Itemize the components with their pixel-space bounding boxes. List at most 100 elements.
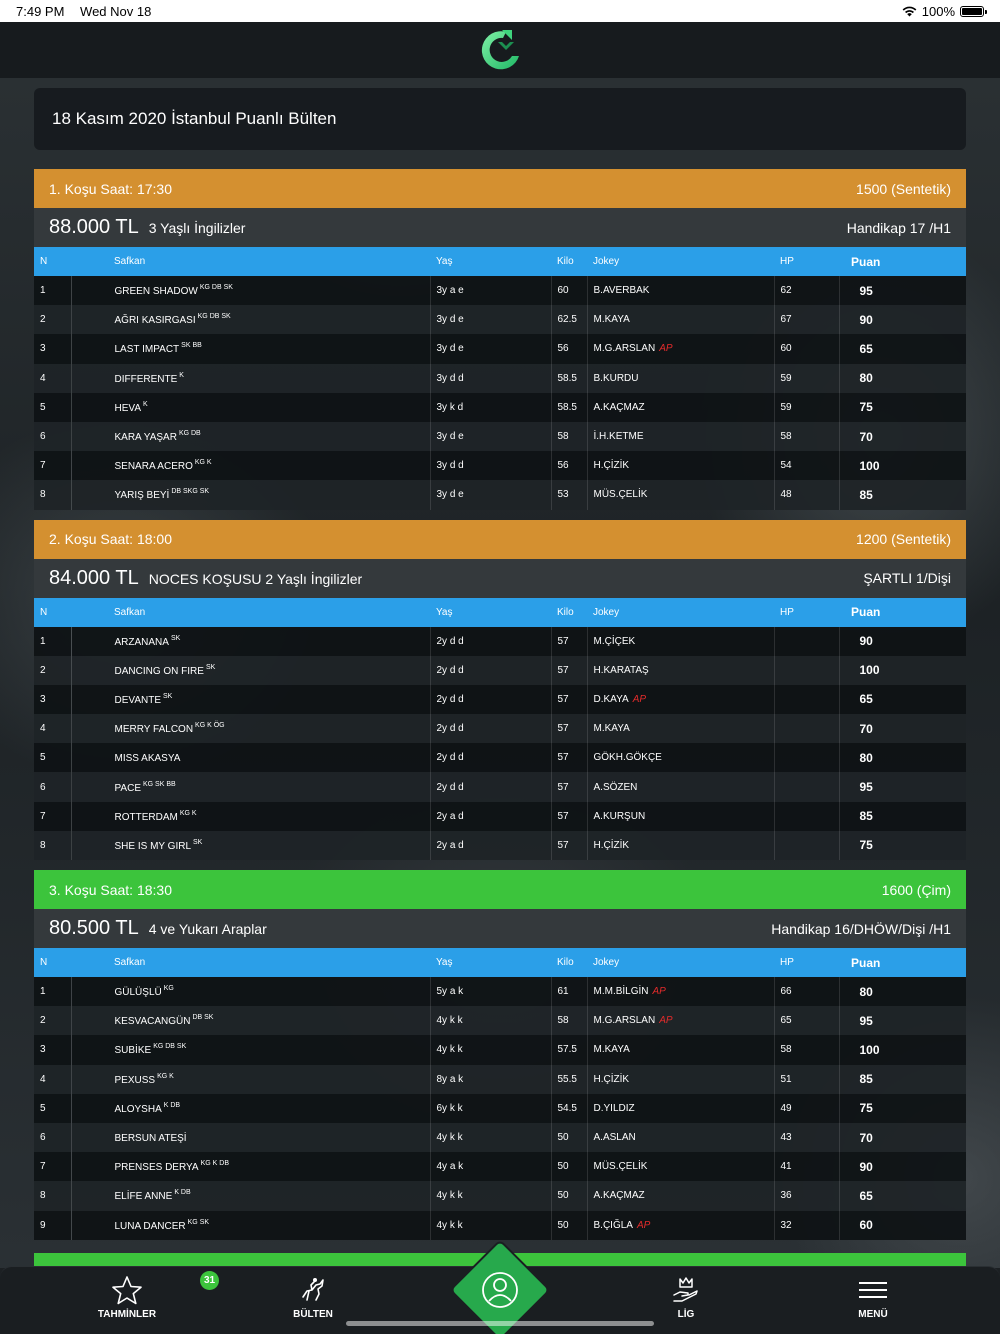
star-icon <box>112 1276 142 1305</box>
cell-horse[interactable]: AĞRI KASIRGASI KG DB SK <box>71 305 431 335</box>
cell-horse[interactable]: GREEN SHADOW KG DB SK <box>71 276 431 306</box>
tab-predictions-label: TAHMİNLER <box>97 1309 157 1320</box>
cell-n: 2 <box>34 655 72 685</box>
cell-jockey: B.ÇIĞLA AP <box>587 1210 775 1240</box>
race-header[interactable]: 2. Koşu Saat: 18:00 1200 (Sentetik) <box>34 519 966 559</box>
table-row[interactable]: 2 AĞRI KASIRGASI KG DB SK 3y d e 62.5 M.KAYA 6… <box>34 305 966 335</box>
table-row[interactable]: 8 SHE IS MY GIRL SK 2y a d 57 H.ÇİZİK 75 <box>34 830 966 860</box>
cell-horse[interactable]: LAST IMPACT SK BB <box>71 334 431 364</box>
table-row[interactable]: 1 ARZANANA SK 2y d d 57 M.ÇİÇEK 90 <box>34 626 966 656</box>
cell-horse[interactable]: YARIŞ BEYİ DB SKG SK <box>71 480 431 510</box>
table-row[interactable]: 6 KARA YAŞAR KG DB 3y d e 58 İ.H.KETME 58 70 <box>34 421 966 452</box>
table-row[interactable]: 6 BERSUN ATEŞİ 4y k k 50 A.ASLAN 43 70 <box>34 1122 966 1153</box>
table-row[interactable]: 2 DANCING ON FIRE SK 2y d d 57 H.KARATAŞ 100 <box>34 655 966 685</box>
cell-horse[interactable]: MERRY FALCON KG K ÖG <box>71 714 431 744</box>
table-row[interactable]: 4 DIFFERENTE K 3y d d 58.5 B.KURDU 59 80 <box>34 363 966 393</box>
table-row[interactable]: 4 PEXUSS KG K 8y a k 55.5 H.ÇİZİK 51 85 <box>34 1064 966 1094</box>
horse-name: DANCING ON FIRE <box>114 665 204 677</box>
cell-jockey: MÜS.ÇELİK <box>587 480 775 510</box>
cell-hp: 41 <box>774 1152 840 1182</box>
main-content: 18 Kasım 2020 İstanbul Puanlı Bülten 1. … <box>34 88 966 1250</box>
table-row[interactable]: 3 DEVANTE SK 2y d d 57 D.KAYA AP 65 <box>34 684 966 715</box>
horse-tags: KG K <box>179 809 197 817</box>
cell-n: 4 <box>34 714 72 744</box>
table-row[interactable]: 3 SUBİKE KG DB SK 4y k k 57.5 M.KAYA 58 100 <box>34 1035 966 1065</box>
cell-weight: 50 <box>551 1181 588 1211</box>
horse-tags: KG DB SK <box>199 284 233 292</box>
cell-horse[interactable]: ALOYSHA K DB <box>71 1093 431 1123</box>
cell-horse[interactable]: KESVACANGÜN DB SK <box>71 1006 431 1036</box>
table-row[interactable]: 6 PACE KG SK BB 2y d d 57 A.SÖZEN 95 <box>34 772 966 802</box>
horse-name: DIFFERENTE <box>114 373 178 385</box>
apprentice-badge: AP <box>652 986 666 998</box>
table-row[interactable]: 7 ROTTERDAM KG K 2y a d 57 A.KURŞUN 85 <box>34 801 966 831</box>
col-header-n: N <box>40 957 48 968</box>
horse-name: SENARA ACERO <box>114 461 193 473</box>
cell-horse[interactable]: PACE KG SK BB <box>71 772 431 802</box>
cell-age: 2y a d <box>430 801 552 831</box>
table-row[interactable]: 9 LUNA DANCER KG SK 4y k k 50 B.ÇIĞLA AP 32 60 <box>34 1210 966 1240</box>
table-row[interactable]: 1 GREEN SHADOW KG DB SK 3y a e 60 B.AVERBAK 62… <box>34 276 966 306</box>
cell-horse[interactable]: BERSUN ATEŞİ <box>71 1122 431 1153</box>
cell-horse[interactable]: LUNA DANCER KG SK <box>71 1210 431 1240</box>
cell-horse[interactable]: MISS AKASYA <box>71 743 431 773</box>
table-row[interactable]: 5 ALOYSHA K DB 6y k k 54.5 D.YILDIZ 49 75 <box>34 1093 966 1123</box>
cell-horse[interactable]: DANCING ON FIRE SK <box>71 655 431 685</box>
cell-horse[interactable]: PEXUSS KG K <box>71 1064 431 1094</box>
table-row[interactable]: 8 ELİFE ANNE K DB 4y k k 50 A.KAÇMAZ 36 65 <box>34 1181 966 1211</box>
cell-horse[interactable]: ROTTERDAM KG K <box>71 801 431 831</box>
cell-horse[interactable]: GÜLÜŞLÜ KG <box>71 977 431 1007</box>
table-row[interactable]: 2 KESVACANGÜN DB SK 4y k k 58 M.G.ARSLAN AP 65 9… <box>34 1006 966 1036</box>
tab-menu[interactable]: MENÜ <box>813 1275 933 1331</box>
horse-tags: DB SKG SK <box>171 488 210 496</box>
col-header-score: Puan <box>851 605 881 619</box>
cell-horse[interactable]: SENARA ACERO KG K <box>71 451 431 481</box>
tab-predictions[interactable]: TAHMİNLER <box>67 1275 187 1331</box>
horse-tags: K <box>143 400 148 408</box>
cell-horse[interactable]: PRENSES DERYA KG K DB <box>71 1152 431 1182</box>
cell-weight: 61 <box>551 977 588 1007</box>
cell-horse[interactable]: DIFFERENTE K <box>71 363 431 393</box>
col-header-score: Puan <box>851 955 881 970</box>
cell-horse[interactable]: SHE IS MY GIRL SK <box>71 830 431 860</box>
cell-n: 8 <box>34 830 72 860</box>
table-row[interactable]: 1 GÜLÜŞLÜ KG 5y a k 61 M.M.BİLGİN AP 66 80 <box>34 977 966 1007</box>
cell-horse[interactable]: KARA YAŞAR KG DB <box>71 421 431 452</box>
race-prize: 84.000 TL <box>49 566 139 589</box>
tab-league-label: LİG <box>677 1309 695 1320</box>
tab-league[interactable]: LİG <box>626 1275 746 1331</box>
cell-horse[interactable]: ARZANANA SK <box>71 626 431 656</box>
race-header[interactable]: 3. Koşu Saat: 18:30 1600 (Çim) <box>34 870 966 909</box>
cell-n: 3 <box>34 684 72 715</box>
cell-horse[interactable]: ELİFE ANNE K DB <box>71 1181 431 1211</box>
col-header-age: Yaş <box>436 606 453 618</box>
cell-score: 85 <box>859 1072 873 1087</box>
cell-horse[interactable]: DEVANTE SK <box>71 684 431 715</box>
jockey-name: M.G.ARSLAN <box>593 343 656 355</box>
cell-age: 4y k k <box>430 1006 552 1036</box>
cell-horse[interactable]: SUBİKE KG DB SK <box>71 1035 431 1065</box>
race-header[interactable]: 1. Koşu Saat: 17:30 1500 (Sentetik) <box>34 169 966 208</box>
cell-score: 90 <box>859 1159 873 1174</box>
table-row[interactable]: 8 YARIŞ BEYİ DB SKG SK 3y d e 53 MÜS.ÇELİK 48 8… <box>34 480 966 510</box>
race-distance: 1200 (Sentetik) <box>856 531 951 547</box>
horse-tags: KG K ÖG <box>195 722 225 730</box>
cell-hp <box>774 772 840 802</box>
horse-name: GREEN SHADOW <box>114 286 198 298</box>
table-row[interactable]: 7 PRENSES DERYA KG K DB 4y a k 50 MÜS.ÇELİK 41… <box>34 1152 966 1182</box>
horse-name: LAST IMPACT <box>114 344 180 356</box>
table-row[interactable]: 4 MERRY FALCON KG K ÖG 2y d d 57 M.KAYA 70 <box>34 714 966 744</box>
table-row[interactable]: 5 HEVA K 3y k d 58.5 A.KAÇMAZ 59 75 <box>34 392 966 422</box>
table-row[interactable]: 3 LAST IMPACT SK BB 3y d e 56 M.G.ARSLAN AP 60 6… <box>34 334 966 364</box>
table-row[interactable]: 5 MISS AKASYA 2y d d 57 GÖKH.GÖKÇE 80 <box>34 743 966 773</box>
tab-bulletin[interactable]: BÜLTEN <box>253 1275 373 1331</box>
app-logo-icon[interactable] <box>476 26 524 74</box>
cell-age: 4y a k <box>430 1152 552 1182</box>
horse-tags: KG SK <box>187 1218 210 1226</box>
cell-hp: 59 <box>774 392 840 422</box>
cell-hp <box>774 684 840 715</box>
cell-n: 6 <box>34 772 72 802</box>
cell-hp <box>774 801 840 831</box>
table-row[interactable]: 7 SENARA ACERO KG K 3y d d 56 H.ÇİZİK 54 100 <box>34 451 966 481</box>
cell-horse[interactable]: HEVA K <box>71 392 431 422</box>
